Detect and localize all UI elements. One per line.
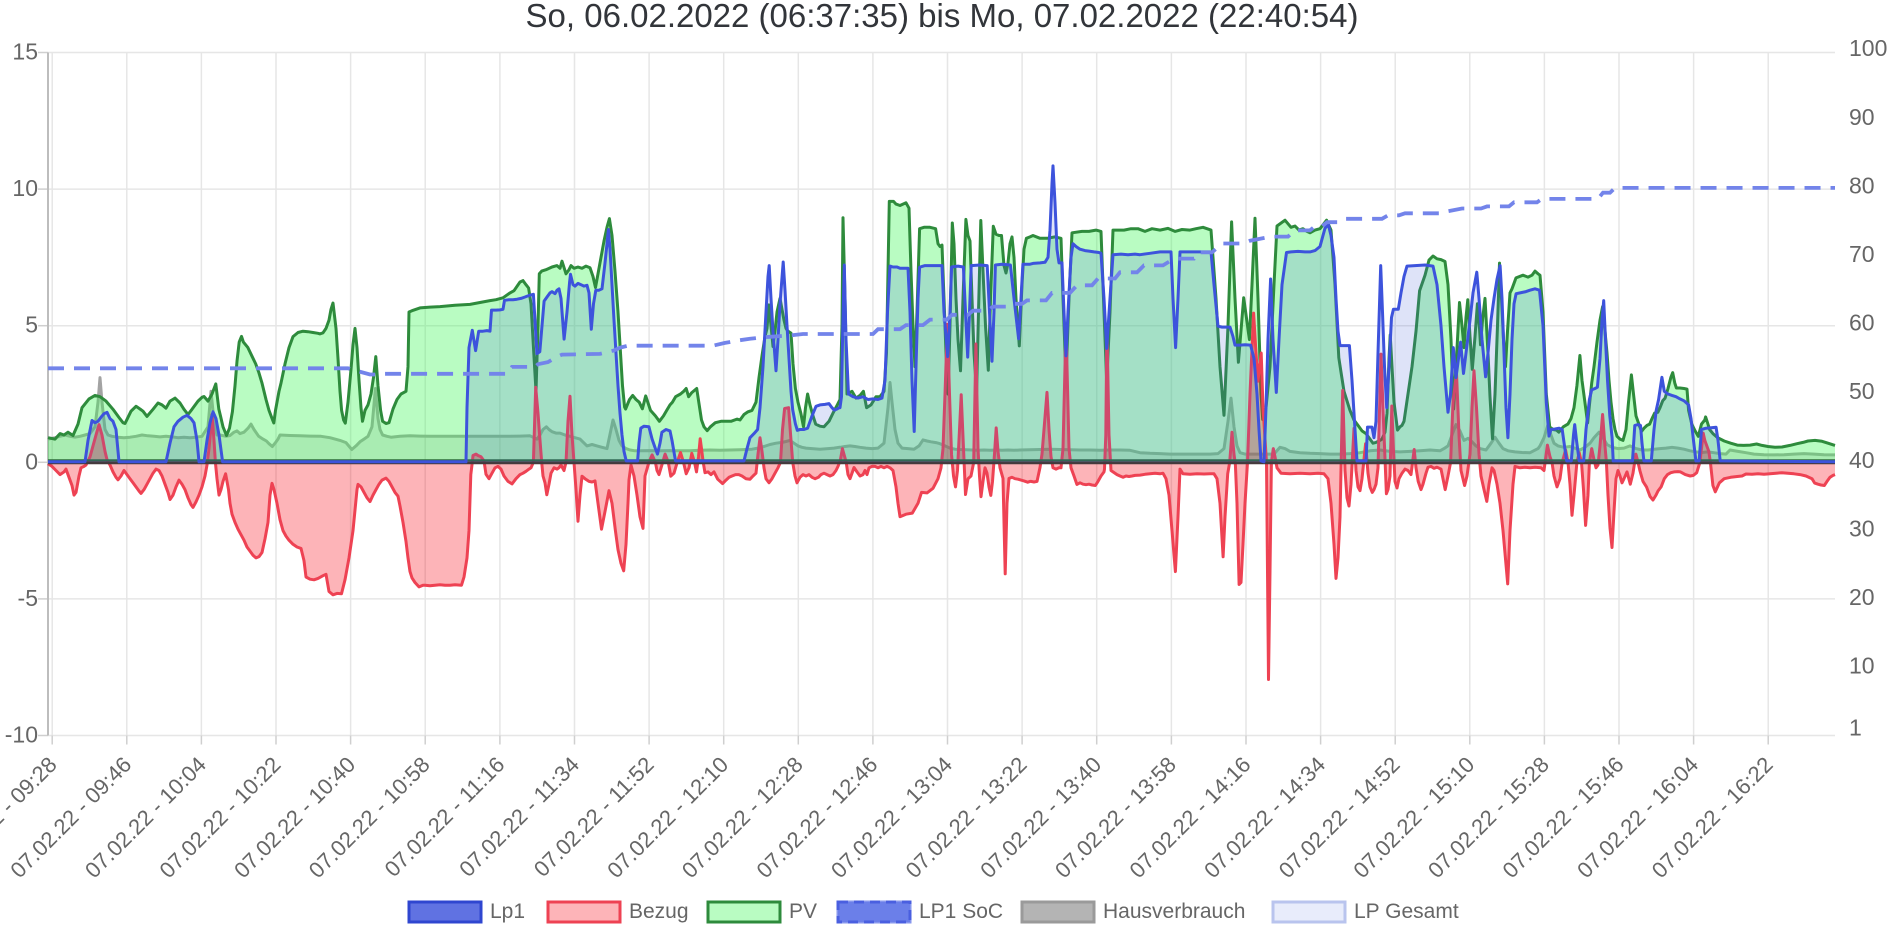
svg-text:70: 70 [1849,241,1875,267]
svg-text:80: 80 [1849,172,1875,198]
svg-text:PV: PV [789,900,817,923]
svg-text:Hausverbrauch: Hausverbrauch [1103,900,1245,923]
svg-text:30: 30 [1849,515,1875,541]
svg-text:20: 20 [1849,584,1875,610]
svg-text:-10: -10 [5,722,38,748]
svg-text:10: 10 [1849,653,1875,679]
svg-text:90: 90 [1849,104,1875,130]
svg-text:0: 0 [25,448,38,474]
svg-text:So, 06.02.2022 (06:37:35) bis: So, 06.02.2022 (06:37:35) bis Mo, 07.02.… [526,0,1359,34]
svg-text:50: 50 [1849,378,1875,404]
svg-text:LP1 SoC: LP1 SoC [919,900,1003,923]
svg-text:100: 100 [1849,35,1887,61]
svg-text:15: 15 [12,39,38,65]
svg-text:Bezug: Bezug [629,900,689,923]
svg-text:LP Gesamt: LP Gesamt [1354,900,1459,923]
svg-text:1: 1 [1849,714,1862,740]
svg-text:60: 60 [1849,310,1875,336]
svg-text:5: 5 [25,312,38,338]
svg-text:10: 10 [12,175,38,201]
svg-text:Lp1: Lp1 [490,900,525,923]
svg-text:-5: -5 [18,585,38,611]
svg-text:40: 40 [1849,447,1875,473]
